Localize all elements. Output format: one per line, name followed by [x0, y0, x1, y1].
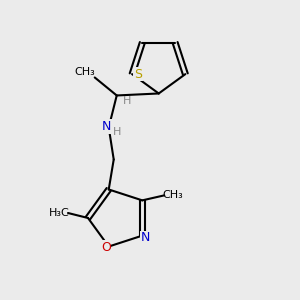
Text: H₃C: H₃C: [49, 208, 69, 218]
Text: O: O: [101, 241, 111, 254]
Text: N: N: [102, 120, 111, 133]
Text: N: N: [141, 231, 150, 244]
Text: H: H: [122, 97, 131, 106]
Text: CH₃: CH₃: [162, 190, 183, 200]
Text: S: S: [134, 68, 142, 81]
Text: CH₃: CH₃: [74, 68, 95, 77]
Text: H: H: [112, 128, 121, 137]
